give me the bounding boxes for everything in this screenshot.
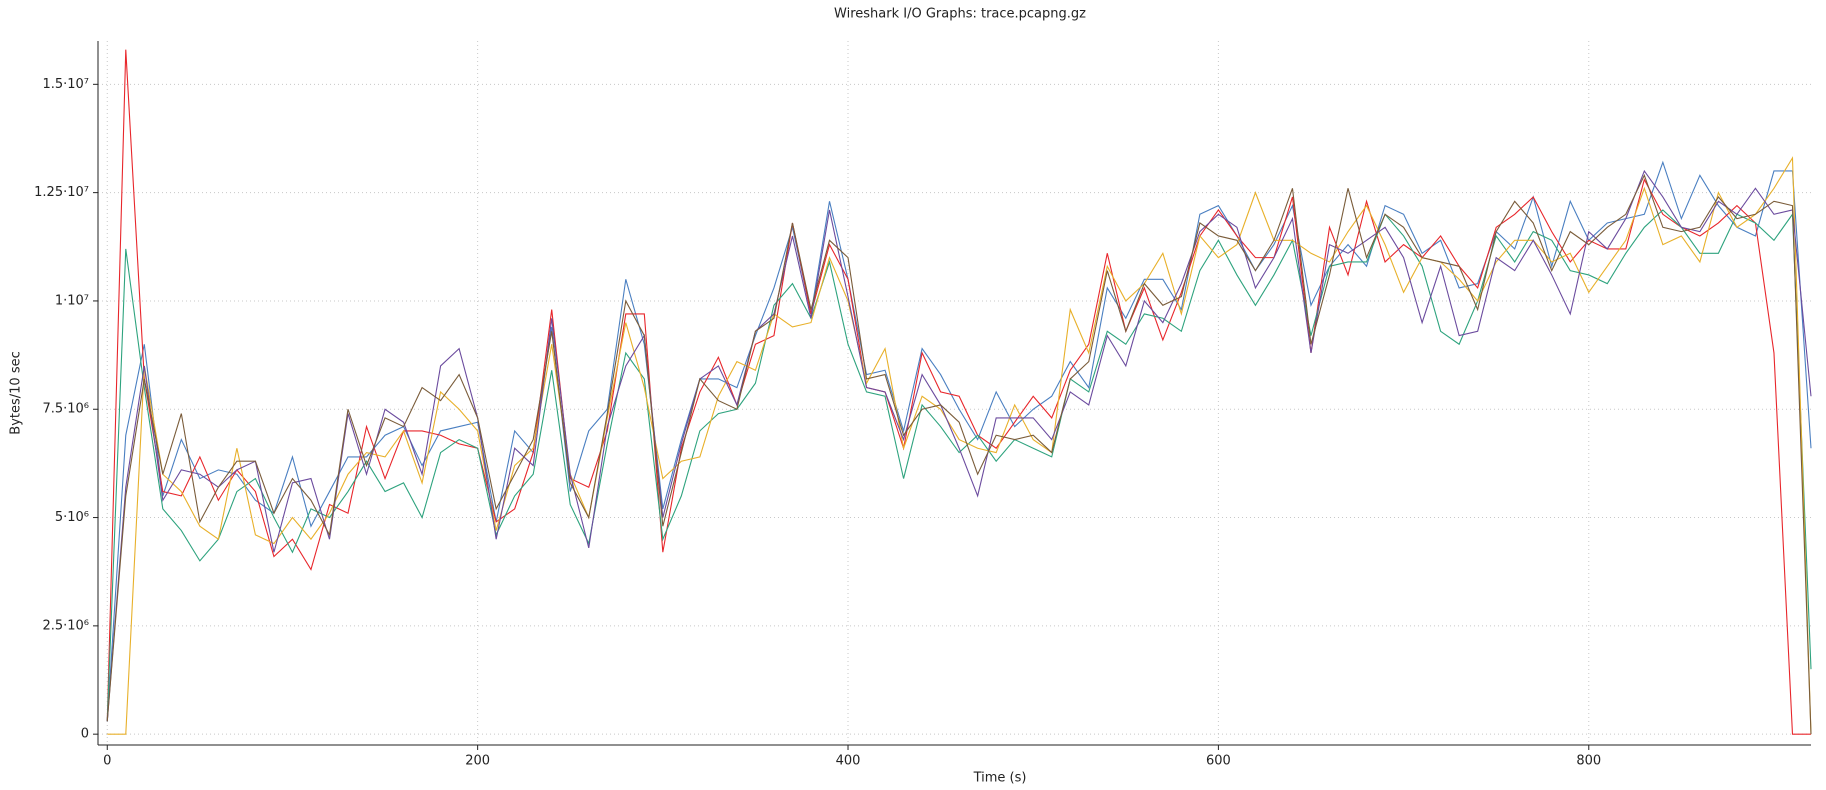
- y-tick-label: 1.5·10⁷: [42, 77, 89, 92]
- y-tick-label: 5·10⁶: [55, 510, 89, 525]
- y-tick-label: 0: [81, 727, 89, 742]
- series-line: [107, 156, 1812, 735]
- series-line: [106, 173, 1812, 735]
- y-tick-label: 1.25·10⁷: [34, 185, 89, 200]
- chart-title: Wireshark I/O Graphs: trace.pcapng.gz: [834, 7, 1086, 22]
- y-tick-label: 2.5·10⁶: [42, 618, 89, 633]
- x-tick-label: 400: [836, 754, 861, 769]
- y-tick-label: 1·10⁷: [55, 293, 89, 308]
- series-line: [106, 169, 1812, 722]
- x-tick-label: 600: [1206, 754, 1231, 769]
- y-tick-label: 7.5·10⁶: [42, 402, 89, 417]
- x-axis-label: Time (s): [973, 771, 1027, 786]
- x-tick-label: 0: [103, 754, 111, 769]
- y-axis-label: Bytes/10 sec: [9, 351, 24, 434]
- series-line: [106, 49, 1811, 735]
- x-tick-label: 800: [1576, 754, 1601, 769]
- series-line: [106, 209, 1812, 722]
- series-line: [106, 160, 1812, 722]
- x-tick-label: 200: [465, 754, 490, 769]
